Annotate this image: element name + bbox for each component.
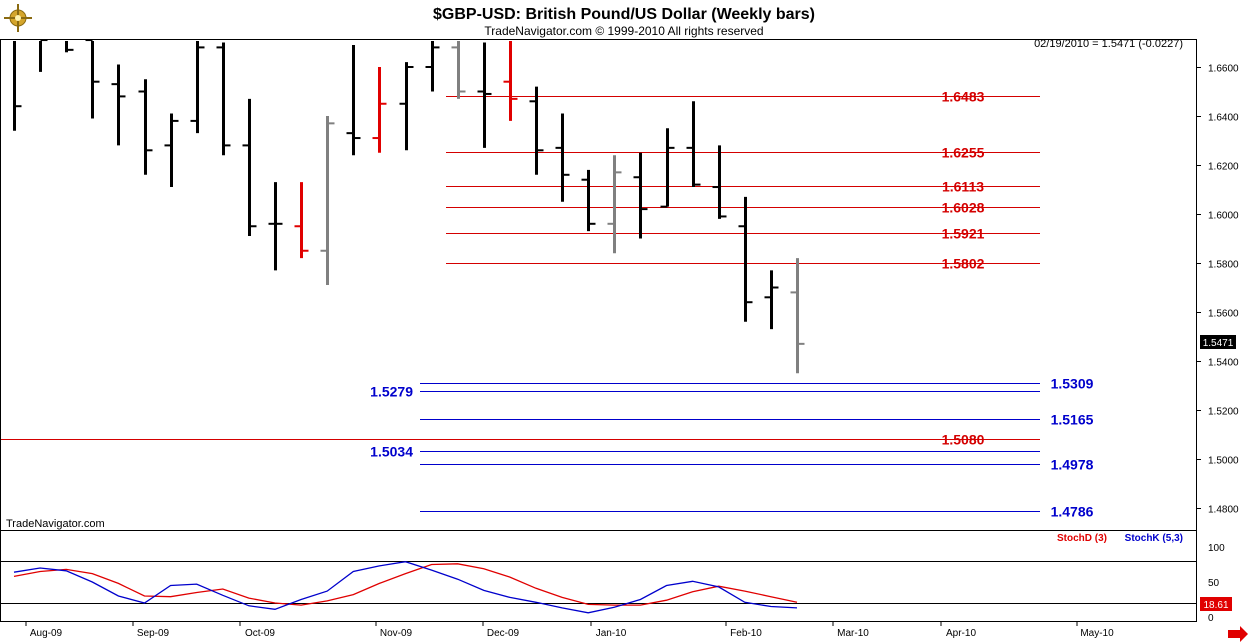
price-bar xyxy=(581,169,596,232)
x-tick-label: Jan-10 xyxy=(596,628,627,639)
last-price-badge: 1.5471 xyxy=(1200,335,1236,349)
chart-title: $GBP-USD: British Pound/US Dollar (Weekl… xyxy=(433,6,815,23)
x-tick-label: Feb-10 xyxy=(730,628,762,639)
price-bar xyxy=(65,41,74,53)
level-label: 1.5802 xyxy=(942,256,985,272)
y-tick-label: 1.5000 xyxy=(1208,456,1239,467)
level-label: 1.4786 xyxy=(1051,504,1094,520)
price-bar xyxy=(190,41,205,134)
y-tick-label: 1.6200 xyxy=(1208,162,1239,173)
level-label: 1.5279 xyxy=(370,384,413,400)
watermark-text: TradeNavigator.com xyxy=(6,518,105,530)
price-bar xyxy=(242,98,257,237)
x-tick-label: Oct-09 xyxy=(245,628,275,639)
price-bar xyxy=(13,41,22,131)
price-bar xyxy=(138,79,153,175)
stoch-value-text: 18.61 xyxy=(1203,600,1228,611)
level-label: 1.6028 xyxy=(942,200,985,216)
x-tick-label: Nov-09 xyxy=(380,628,413,639)
price-bar xyxy=(738,196,753,322)
price-bar xyxy=(164,113,179,188)
price-bar xyxy=(320,116,335,286)
level-label: 1.6483 xyxy=(942,89,985,105)
price-bar xyxy=(503,41,518,121)
y-tick-label: 1.6600 xyxy=(1208,64,1239,75)
x-tick-label: Apr-10 xyxy=(946,628,976,639)
stochk-legend: StochK (5,3) xyxy=(1125,533,1183,544)
stoch-series-line xyxy=(13,561,798,614)
navigator-logo xyxy=(2,4,32,34)
indicator-panel-frame xyxy=(0,530,1197,622)
stoch-tick-label: 100 xyxy=(1208,543,1225,554)
price-bar xyxy=(633,152,648,239)
last-price-text: 1.5471 xyxy=(1203,338,1234,349)
levels-layer: 1.6483 1.6255 1.6113 1.6028 1.5921 1.5802 1.53… xyxy=(1,89,1094,520)
level-label: 1.5080 xyxy=(942,432,985,448)
y-tick-label: 1.6400 xyxy=(1208,113,1239,124)
price-bar xyxy=(451,41,466,99)
price-bar xyxy=(790,258,805,374)
price-bar xyxy=(399,62,414,151)
price-panel-frame xyxy=(0,39,1197,531)
stoch-value-badge: 18.61 xyxy=(1200,597,1232,611)
time-axis: Aug-09 Sep-09 Oct-09 Nov-09 Dec-09 Jan-10 Feb-… xyxy=(25,622,1114,639)
scroll-right-arrow-icon[interactable] xyxy=(1228,626,1248,642)
price-bar xyxy=(85,39,100,119)
price-status: 02/19/2010 = 1.5471 (-0.0227) xyxy=(1034,38,1183,50)
level-label: 1.5309 xyxy=(1051,376,1094,392)
price-bar xyxy=(294,182,309,259)
price-bar xyxy=(268,182,283,271)
level-label: 1.6113 xyxy=(942,179,984,195)
price-bar xyxy=(425,41,440,92)
price-bar xyxy=(555,113,570,202)
price-bars xyxy=(13,39,805,374)
level-label: 1.6255 xyxy=(942,145,985,161)
y-tick-label: 1.5400 xyxy=(1208,358,1239,369)
stochastic-panel: 100 50 0 xyxy=(1,543,1225,624)
stoch-tick-label: 50 xyxy=(1208,578,1220,589)
x-tick-label: Mar-10 xyxy=(837,628,869,639)
y-tick-label: 1.6000 xyxy=(1208,211,1239,222)
x-tick-label: May-10 xyxy=(1080,628,1114,639)
price-bar xyxy=(712,145,727,219)
price-bar xyxy=(39,39,48,72)
level-label: 1.4978 xyxy=(1051,457,1094,473)
price-bar xyxy=(529,86,544,175)
y-tick-label: 1.4800 xyxy=(1208,505,1239,516)
price-bar xyxy=(660,128,675,208)
stochd-legend: StochD (3) xyxy=(1057,533,1107,544)
y-tick-label: 1.5600 xyxy=(1208,309,1239,320)
x-tick-label: Sep-09 xyxy=(137,628,170,639)
price-bar xyxy=(686,101,701,188)
stoch-series-line xyxy=(13,563,798,606)
price-bar xyxy=(372,67,387,153)
y-tick-label: 1.5800 xyxy=(1208,260,1239,271)
level-label: 1.5165 xyxy=(1051,412,1094,428)
chart-copyright: TradeNavigator.com © 1999-2010 All right… xyxy=(484,24,763,38)
price-bar xyxy=(216,42,231,156)
x-tick-label: Aug-09 xyxy=(30,628,63,639)
stoch-tick-label: 0 xyxy=(1208,613,1214,624)
price-bar xyxy=(111,64,126,146)
price-bar xyxy=(764,270,779,330)
price-axis: 1.4800 1.5000 1.5200 1.5400 1.5600 1.5800 1.60… xyxy=(1196,64,1239,516)
price-bar xyxy=(607,155,622,254)
x-tick-label: Dec-09 xyxy=(487,628,520,639)
price-bar xyxy=(346,44,361,156)
level-label: 1.5921 xyxy=(942,226,985,242)
y-tick-label: 1.5200 xyxy=(1208,407,1239,418)
price-bar xyxy=(477,42,492,148)
level-label: 1.5034 xyxy=(370,444,413,460)
